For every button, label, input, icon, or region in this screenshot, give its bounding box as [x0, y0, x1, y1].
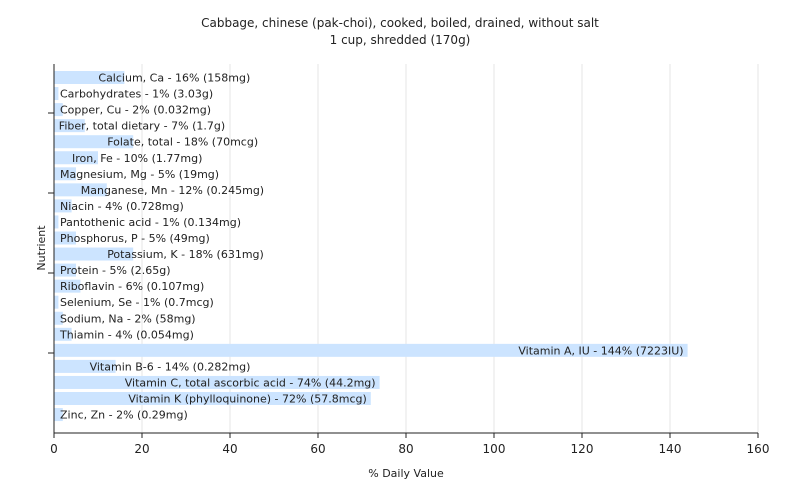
- bar-label-niacin: Niacin - 4% (0.728mg): [60, 200, 184, 213]
- x-ticks: 0 20 40 60 80 100 120 140 160: [50, 433, 769, 456]
- bar-carbohydrates: [54, 87, 59, 101]
- bar-label-fiber-total-dietary: Fiber, total dietary - 7% (1.7g): [59, 120, 225, 133]
- bar-label-vitamin-a-iu: Vitamin A, IU - 144% (7223IU): [518, 344, 683, 357]
- x-tick-label: 40: [222, 442, 237, 456]
- bar-folate-total: [54, 135, 134, 149]
- bar-label-magnesium-mg: Magnesium, Mg - 5% (19mg): [60, 168, 219, 181]
- bar-label-riboflavin: Riboflavin - 6% (0.107mg): [60, 280, 204, 293]
- bar-zinc-zn: [54, 408, 63, 422]
- bar-sodium-na: [54, 311, 63, 325]
- bar-manganese-mn: [54, 183, 107, 197]
- bar-vitamin-b-6: [54, 359, 116, 373]
- x-tick-label: 60: [310, 442, 325, 456]
- bar-label-copper-cu: Copper, Cu - 2% (0.032mg): [60, 104, 211, 117]
- y-ticks: [48, 112, 54, 354]
- x-axis-label: % Daily Value: [368, 467, 444, 480]
- y-axis-label: Nutrient: [35, 225, 48, 271]
- bar-magnesium-mg: [54, 167, 76, 181]
- bar-vitamin-k-phylloquinone: [54, 392, 371, 405]
- bar-label-carbohydrates: Carbohydrates - 1% (3.03g): [60, 88, 213, 101]
- chart-title: Cabbage, chinese (pak-choi), cooked, boi…: [201, 16, 599, 30]
- x-tick-label: 80: [398, 442, 413, 456]
- x-tick-label: 100: [483, 442, 506, 456]
- bars: Calcium, Ca - 16% (158mg) Carbohydrates -…: [54, 71, 688, 422]
- bar-calcium-ca: [54, 71, 125, 84]
- bar-fiber-total-dietary: [54, 119, 85, 133]
- bar-label-protein: Protein - 5% (2.65g): [60, 264, 171, 277]
- bar-pantothenic-acid: [54, 215, 59, 229]
- bar-label-selenium-se: Selenium, Se - 1% (0.7mcg): [60, 296, 214, 309]
- bar-label-iron-fe: Iron, Fe - 10% (1.77mg): [72, 152, 202, 165]
- x-tick-label: 0: [50, 442, 58, 456]
- x-tick-label: 20: [134, 442, 149, 456]
- bar-label-zinc-zn: Zinc, Zn - 2% (0.29mg): [60, 409, 188, 422]
- x-tick-label: 140: [659, 442, 682, 456]
- bar-label-potassium-k: Potassium, K - 18% (631mg): [107, 248, 264, 261]
- bar-label-folate-total: Folate, total - 18% (70mcg): [107, 136, 258, 149]
- bar-label-manganese-mn: Manganese, Mn - 12% (0.245mg): [81, 184, 264, 197]
- bar-label-vitamin-b-6: Vitamin B-6 - 14% (0.282mg): [90, 360, 251, 373]
- bar-label-vitamin-c-total-ascorbic-acid: Vitamin C, total ascorbic acid - 74% (44…: [125, 376, 376, 389]
- bar-copper-cu: [54, 103, 63, 117]
- bar-phosphorus-p: [54, 231, 76, 245]
- x-tick-label: 120: [571, 442, 594, 456]
- bar-label-pantothenic-acid: Pantothenic acid - 1% (0.134mg): [60, 216, 241, 229]
- bar-vitamin-a-iu: [54, 343, 688, 357]
- bar-vitamin-c-total-ascorbic-acid: [54, 375, 380, 389]
- bar-label-phosphorus-p: Phosphorus, P - 5% (49mg): [60, 232, 210, 245]
- bar-protein: [54, 263, 76, 277]
- bar-iron-fe: [54, 151, 98, 165]
- x-tick-label: 160: [747, 442, 770, 456]
- bar-riboflavin: [54, 279, 81, 293]
- bar-niacin: [54, 199, 72, 213]
- bar-label-sodium-na: Sodium, Na - 2% (58mg): [60, 312, 196, 325]
- chart-subtitle: 1 cup, shredded (170g): [330, 33, 471, 47]
- bar-selenium-se: [54, 295, 59, 309]
- bar-label-thiamin: Thiamin - 4% (0.054mg): [59, 328, 194, 341]
- bar-label-vitamin-k-phylloquinone: Vitamin K (phylloquinone) - 72% (57.8mcg…: [128, 393, 366, 406]
- grid: [141, 64, 759, 433]
- bar-thiamin: [54, 327, 72, 341]
- bar-potassium-k: [54, 247, 134, 261]
- bar-label-calcium-ca: Calcium, Ca - 16% (158mg): [98, 72, 250, 85]
